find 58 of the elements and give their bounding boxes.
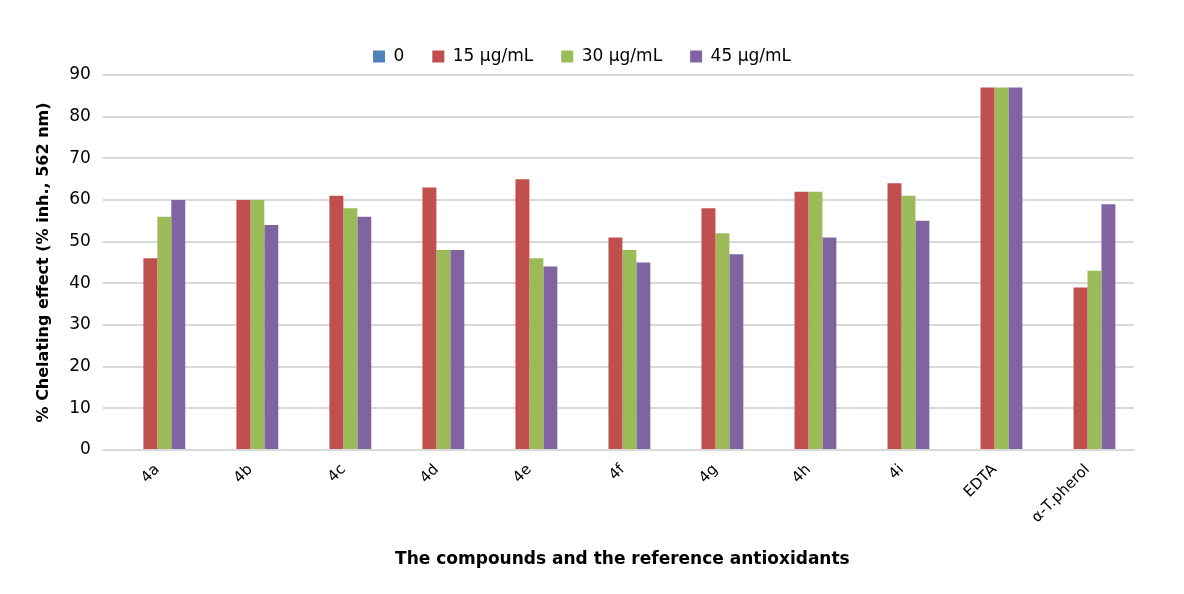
bar bbox=[915, 220, 930, 449]
bar bbox=[357, 216, 372, 449]
bar bbox=[622, 249, 637, 449]
bar bbox=[729, 254, 744, 449]
bar bbox=[543, 266, 558, 449]
legend-label: 0 bbox=[393, 44, 405, 65]
y-tick-label: 20 bbox=[69, 355, 91, 376]
bar bbox=[515, 179, 530, 449]
bar bbox=[1073, 287, 1088, 449]
y-tick-label: 10 bbox=[69, 396, 91, 417]
y-tick-label: 40 bbox=[69, 271, 91, 292]
y-tick-label: 60 bbox=[69, 188, 91, 209]
bar bbox=[636, 262, 651, 449]
bar bbox=[715, 233, 730, 449]
bar bbox=[250, 199, 265, 449]
bar bbox=[794, 191, 809, 449]
x-tick-label: 4d bbox=[415, 460, 442, 487]
bar bbox=[143, 258, 158, 449]
bar bbox=[994, 87, 1009, 449]
bar bbox=[529, 258, 544, 449]
bar bbox=[1008, 87, 1023, 449]
y-tick-label: 50 bbox=[69, 230, 91, 251]
x-tick-label: 4e bbox=[508, 460, 535, 487]
y-axis-title: % Chelating effect (% inh., 562 nm) bbox=[32, 102, 52, 423]
bar bbox=[1101, 204, 1116, 449]
bar bbox=[887, 183, 902, 449]
legend-label: 15 µg/mL bbox=[452, 44, 534, 65]
legend-label: 30 µg/mL bbox=[581, 44, 663, 65]
bar bbox=[980, 87, 995, 449]
x-tick-label: 4b bbox=[229, 460, 256, 487]
x-tick-label: 4c bbox=[323, 460, 349, 486]
y-tick-label: 0 bbox=[80, 438, 91, 459]
bar bbox=[1087, 270, 1102, 449]
x-tick-label: 4i bbox=[884, 460, 908, 483]
bar bbox=[822, 237, 837, 449]
bar bbox=[171, 199, 186, 449]
bar bbox=[808, 191, 823, 449]
y-tick-label: 30 bbox=[69, 313, 91, 334]
x-tick-label: 4g bbox=[694, 460, 722, 487]
bar bbox=[901, 195, 916, 449]
bar bbox=[701, 208, 716, 449]
bar bbox=[236, 199, 251, 449]
x-axis-title: The compounds and the reference antioxidants bbox=[395, 548, 850, 569]
y-tick-label: 80 bbox=[69, 105, 91, 126]
x-tick-label: 4a bbox=[136, 460, 163, 487]
bar bbox=[436, 249, 451, 449]
bar bbox=[608, 237, 623, 449]
y-tick-label: 70 bbox=[69, 146, 91, 167]
bar bbox=[422, 187, 437, 449]
bar bbox=[343, 208, 358, 449]
legend-label: 45 µg/mL bbox=[710, 44, 792, 65]
x-tick-label: 4h bbox=[787, 460, 815, 487]
x-tick-label: 4f bbox=[604, 459, 629, 484]
bar bbox=[450, 249, 465, 449]
bar bbox=[264, 224, 279, 449]
bar bbox=[157, 216, 172, 449]
y-tick-label: 90 bbox=[69, 63, 91, 84]
bar bbox=[329, 195, 344, 449]
